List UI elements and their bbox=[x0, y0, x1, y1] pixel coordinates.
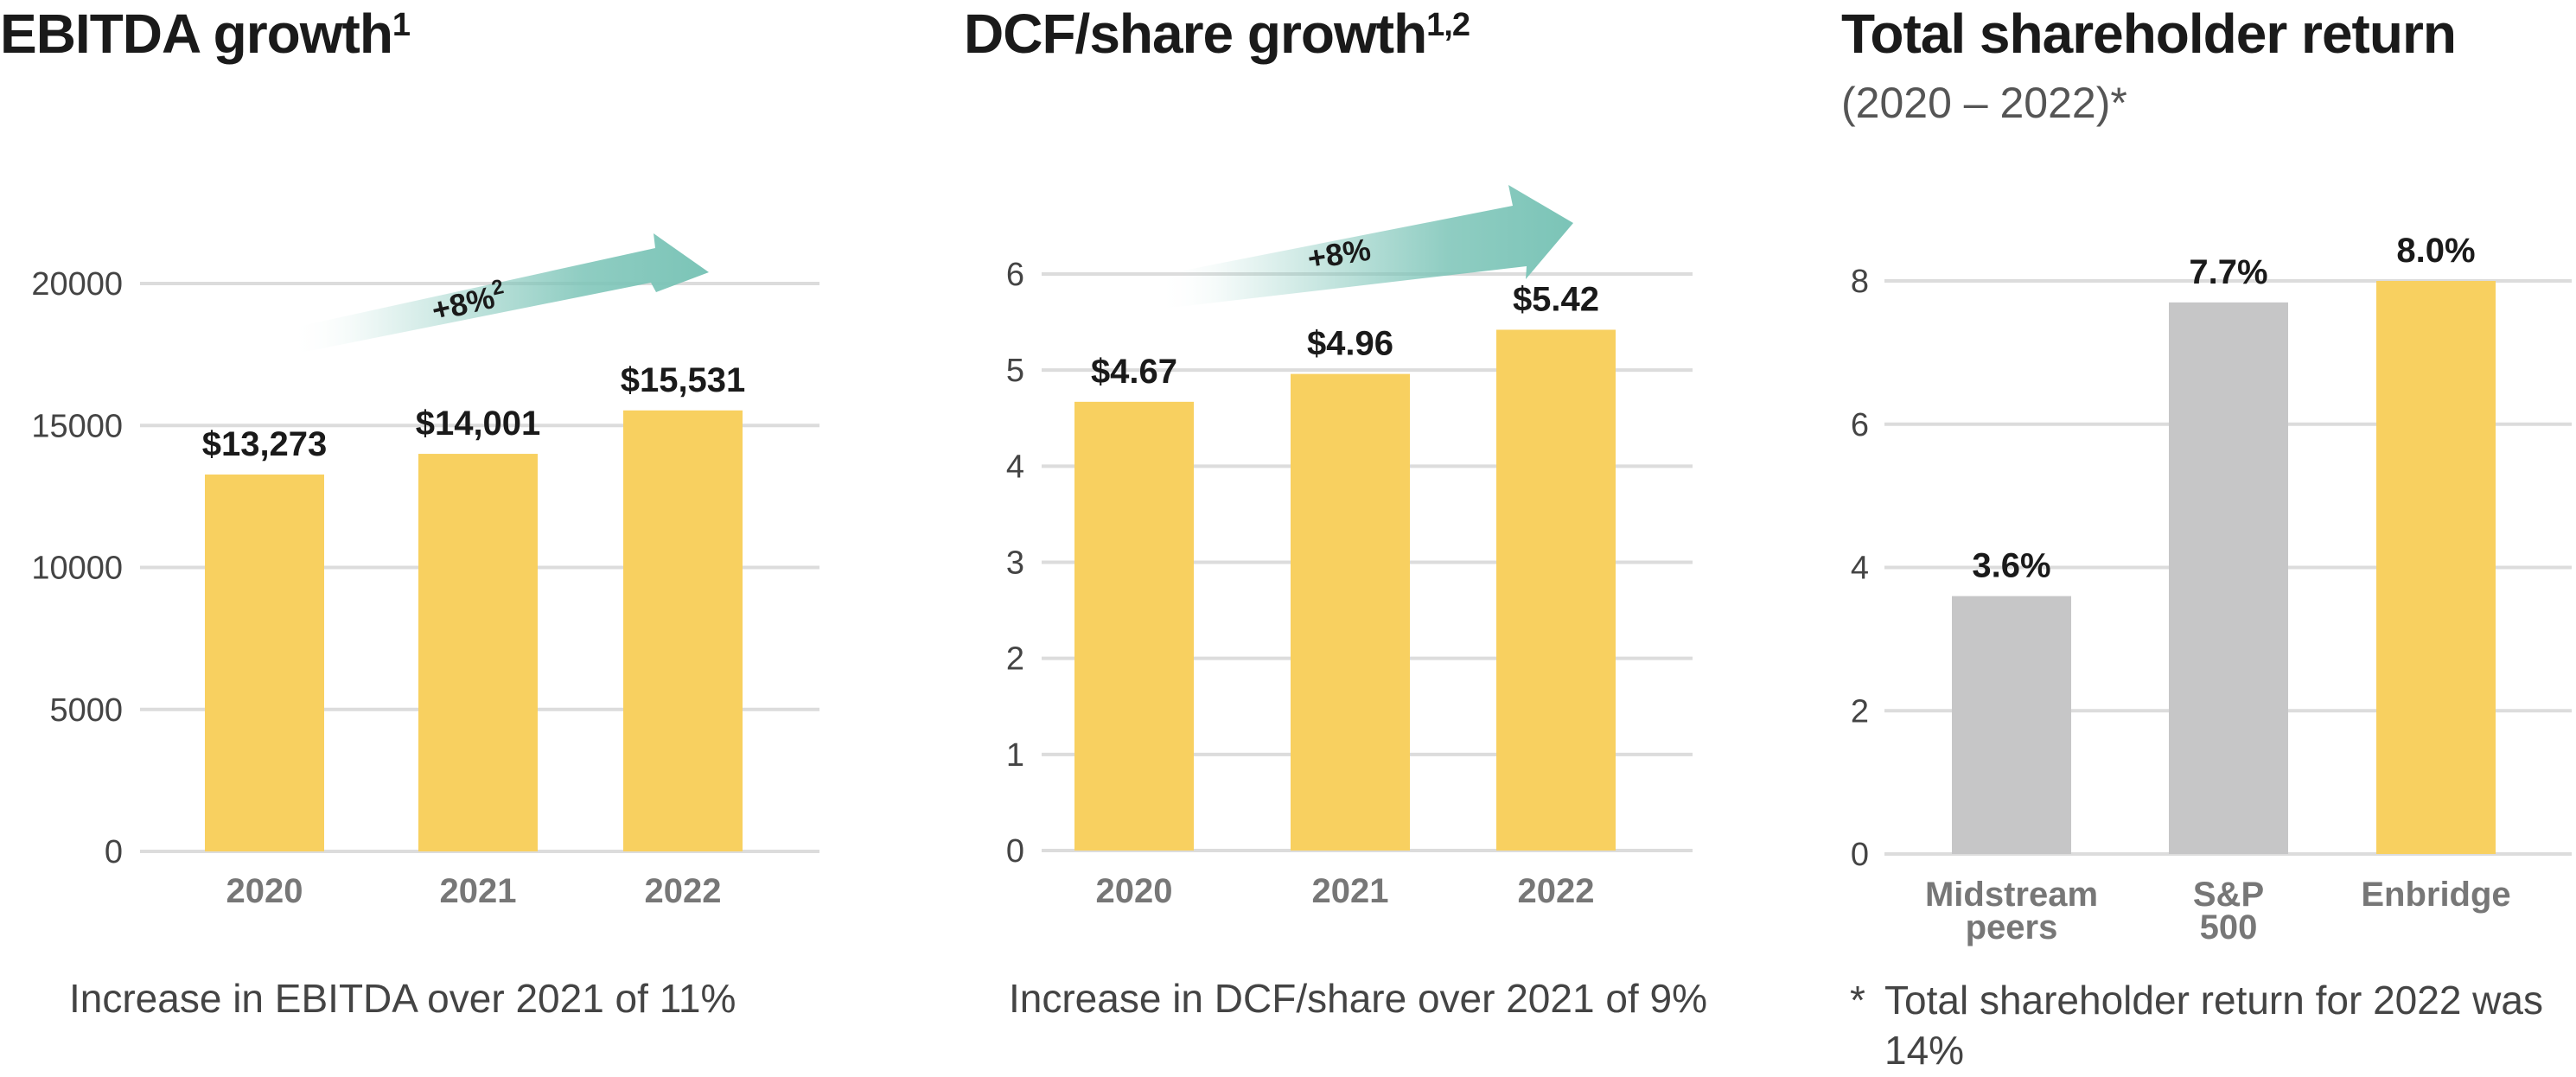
growth-arrow-footnote: 2 bbox=[489, 275, 506, 300]
y-tick-label: 2 bbox=[1851, 693, 1869, 730]
bar bbox=[1291, 373, 1410, 851]
x-tick-label: 2021 bbox=[1312, 872, 1389, 910]
data-label: $4.67 bbox=[1091, 353, 1177, 391]
tsr-title: Total shareholder return bbox=[1841, 3, 2457, 65]
x-tick-label: 500 bbox=[2200, 908, 2258, 946]
data-label: $14,001 bbox=[416, 405, 541, 443]
y-tick-label: 20000 bbox=[31, 266, 123, 303]
y-tick-label: 0 bbox=[1006, 833, 1024, 870]
bar bbox=[418, 454, 538, 851]
data-label: $15,531 bbox=[621, 361, 746, 399]
y-tick-label: 4 bbox=[1006, 449, 1024, 485]
y-tick-label: 1 bbox=[1006, 737, 1024, 774]
bar bbox=[1496, 329, 1616, 851]
ebitda-chart: 0 5000 10000 15000 20000 $13,273 2020 $14,001 20… bbox=[31, 233, 819, 910]
tsr-panel: Total shareholder return (2020 – 2022)* … bbox=[1841, 0, 2576, 1077]
y-tick-label: 3 bbox=[1006, 545, 1024, 582]
tsr-note: * Total shareholder return for 2022 was … bbox=[1850, 975, 2559, 1075]
x-tick-label: Enbridge bbox=[2361, 876, 2510, 914]
footnote-marker: * bbox=[1850, 978, 1865, 1023]
ebitda-panel: EBITDA growth1 0 5000 10000 15000 20000 $13,2… bbox=[0, 0, 864, 1077]
y-tick-label: 5 bbox=[1006, 353, 1024, 389]
bar bbox=[2169, 302, 2288, 854]
y-tick-label: 10000 bbox=[31, 551, 123, 587]
x-tick-label: 2020 bbox=[226, 872, 303, 910]
x-tick-label: peers bbox=[1966, 908, 2058, 946]
data-label: $4.96 bbox=[1307, 325, 1393, 363]
bar bbox=[1074, 401, 1194, 851]
growth-arrow bbox=[290, 233, 709, 353]
x-tick-label: Midstream bbox=[1925, 876, 2098, 914]
data-label: $5.42 bbox=[1513, 280, 1599, 318]
y-tick-label: 0 bbox=[1851, 837, 1869, 873]
x-tick-label: 2022 bbox=[645, 872, 722, 910]
ebitda-title: EBITDA growth1 bbox=[0, 3, 411, 65]
y-tick-label: 2 bbox=[1006, 641, 1024, 678]
data-label: 7.7% bbox=[2189, 253, 2267, 291]
x-tick-label: 2021 bbox=[440, 872, 517, 910]
y-tick-label: 0 bbox=[105, 834, 123, 870]
y-tick-label: 4 bbox=[1851, 551, 1869, 587]
data-label: 3.6% bbox=[1972, 547, 2050, 585]
dcf-note: Increase in DCF/share over 2021 of 9% bbox=[1009, 976, 1707, 1021]
tsr-note-text: Total shareholder return for 2022 was 14… bbox=[1884, 978, 2543, 1073]
bar bbox=[1952, 596, 2071, 854]
data-label: 8.0% bbox=[2396, 232, 2475, 270]
growth-arrow bbox=[1157, 185, 1573, 309]
y-tick-label: 15000 bbox=[31, 408, 123, 444]
x-tick-label: S&P bbox=[2193, 876, 2264, 914]
y-tick-label: 6 bbox=[1851, 407, 1869, 443]
bar bbox=[623, 410, 743, 851]
growth-arrow-value: +8% bbox=[428, 279, 497, 328]
x-tick-label: 2020 bbox=[1096, 872, 1173, 910]
data-label: $13,273 bbox=[202, 425, 328, 463]
bar bbox=[2376, 281, 2496, 854]
y-tick-label: 5000 bbox=[49, 692, 123, 729]
tsr-subtitle: (2020 – 2022)* bbox=[1841, 79, 2127, 127]
y-tick-label: 6 bbox=[1006, 257, 1024, 293]
dcf-panel: DCF/share growth1,2 0 1 2 3 4 5 6 $4.67 2020 $4.9… bbox=[964, 0, 1794, 1077]
ebitda-note: Increase in EBITDA over 2021 of 11% bbox=[69, 976, 736, 1021]
x-tick-label: 2022 bbox=[1518, 872, 1595, 910]
bar bbox=[205, 474, 324, 851]
dcf-title: DCF/share growth1,2 bbox=[964, 3, 1470, 65]
y-tick-label: 8 bbox=[1851, 264, 1869, 300]
